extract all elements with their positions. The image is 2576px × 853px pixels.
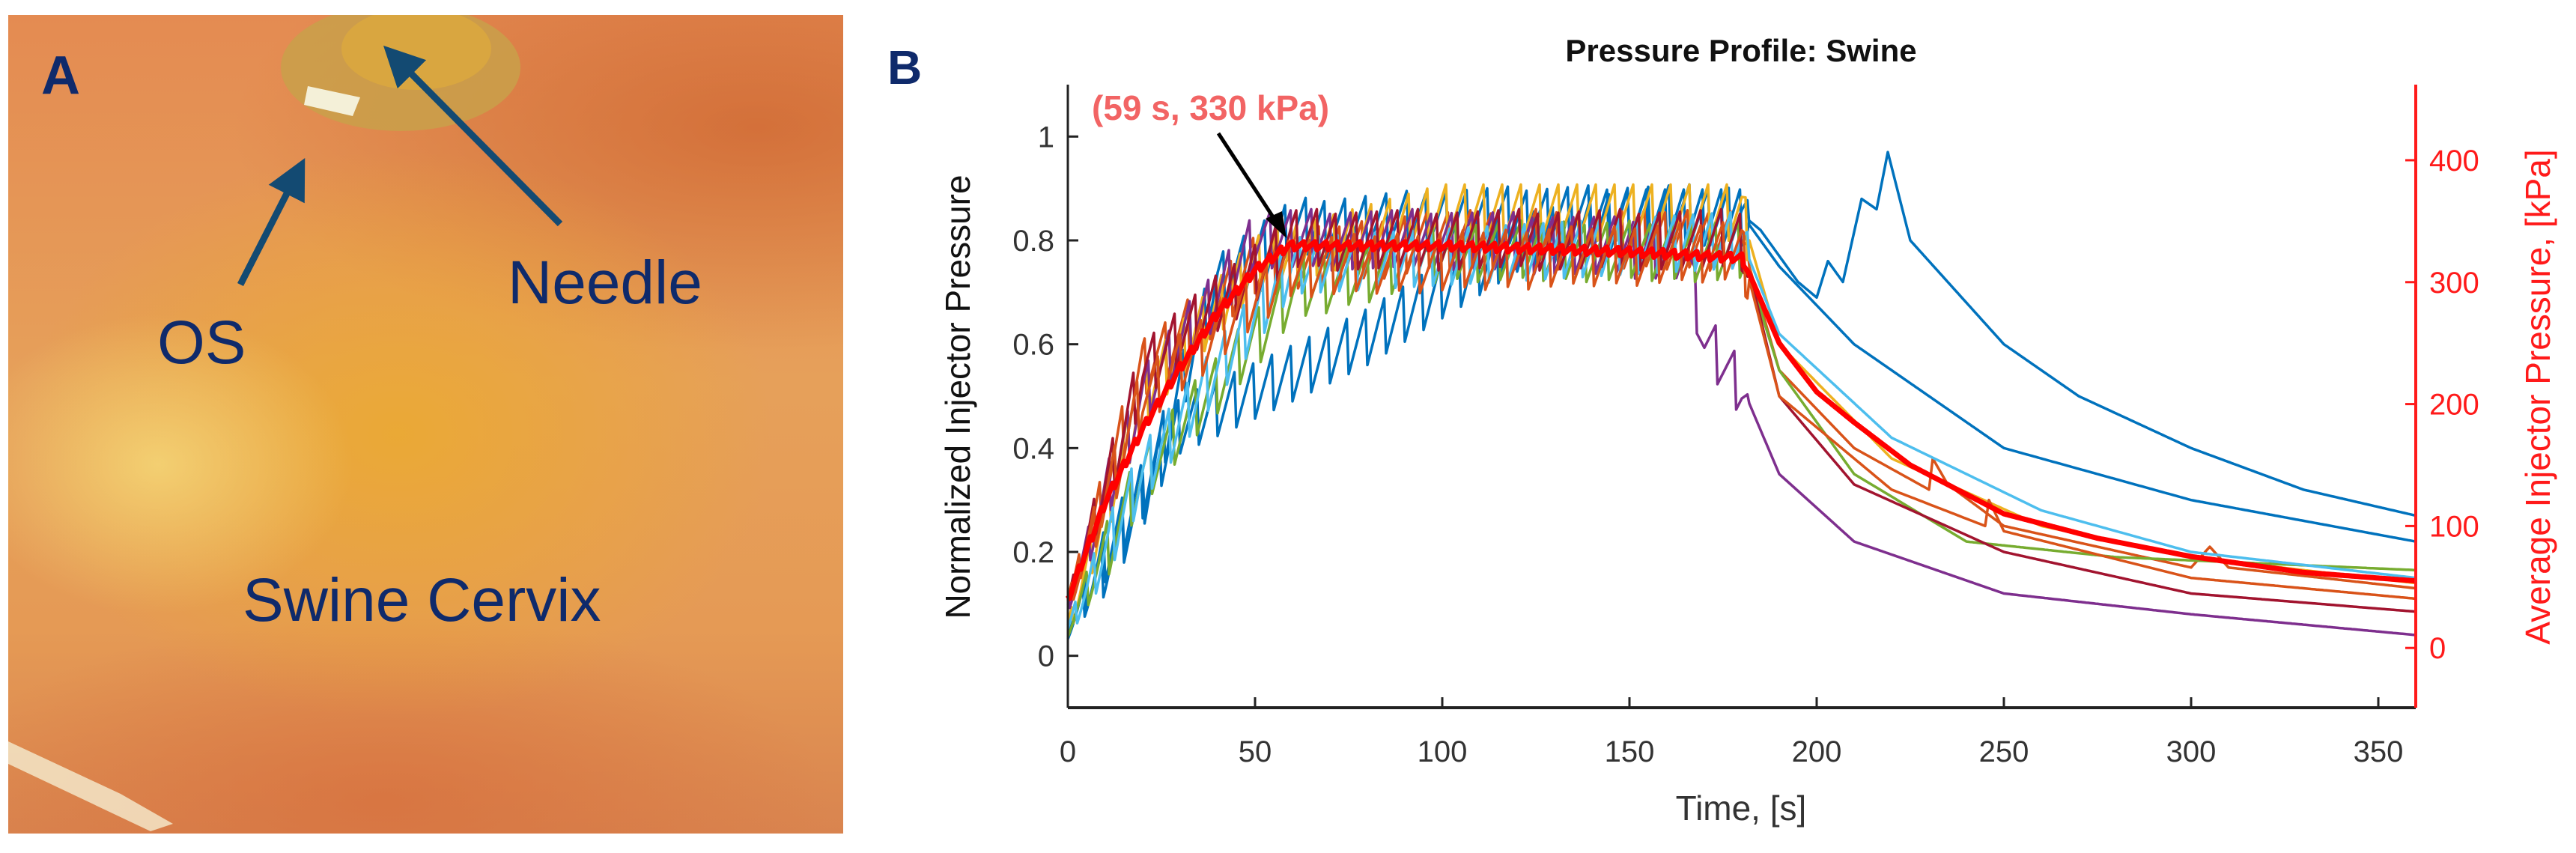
- y-right-tick-label: 100: [2429, 510, 2479, 543]
- series-line-trial-9: [1066, 221, 2416, 601]
- y-right-tick-label: 300: [2429, 267, 2479, 300]
- y-tick-label: 0.4: [1012, 432, 1054, 465]
- x-tick-label: 200: [1792, 735, 1842, 768]
- chart-title: Pressure Profile: Swine: [1565, 33, 1916, 68]
- x-tick-label: 350: [2354, 735, 2404, 768]
- needle-highlight: [304, 86, 360, 116]
- swine-cervix-photo: A Needle OS Swine Cervix: [8, 15, 843, 834]
- needle-arrow: [383, 45, 563, 227]
- x-tick-label: 100: [1418, 735, 1468, 768]
- y-tick-label: 0.6: [1012, 329, 1054, 362]
- annotation-arrow: [1216, 132, 1283, 230]
- photo-overlay: A Needle OS Swine Cervix: [8, 15, 702, 831]
- y-tick-label: 1: [1038, 121, 1054, 154]
- x-axis-label: Time, [s]: [1676, 789, 1807, 828]
- y-tick-label: 0.8: [1012, 225, 1054, 258]
- panel-a-letter: A: [41, 46, 80, 106]
- os-label: OS: [157, 309, 246, 377]
- y-right-tick-label: 0: [2429, 632, 2446, 665]
- series-line-trial-8: [1066, 207, 2416, 613]
- annotation-arrowhead: [1266, 211, 1287, 238]
- os-arrow: [237, 157, 306, 287]
- x-tick-label: 250: [1979, 735, 2029, 768]
- series-group: [1065, 151, 2416, 640]
- series-line-trial-6: [1066, 219, 2416, 638]
- y-tick-label: 0.2: [1012, 536, 1054, 569]
- x-tick-label: 150: [1605, 735, 1655, 768]
- tissue-glare: [8, 741, 173, 831]
- y-axis-label: Normalized Injector Pressure: [938, 174, 977, 619]
- needle-label: Needle: [508, 249, 702, 317]
- annotation-label: (59 s, 330 kPa): [1092, 88, 1329, 127]
- y-axis-right-label: Average Injector Pressure, [kPa]: [2518, 149, 2557, 644]
- panel-b-letter: B: [887, 40, 922, 94]
- x-tick-label: 0: [1060, 735, 1076, 768]
- y-right-tick-label: 400: [2429, 145, 2479, 177]
- series-line-average: [1065, 239, 2416, 601]
- x-tick-label: 300: [2166, 735, 2217, 768]
- axes-group: 0 50 100 150 200 250 300 350 0 0.2 0.4 0.6 0.8 1 0 100 2…: [1012, 85, 2479, 768]
- y-tick-label: 0: [1038, 640, 1054, 673]
- y-right-tick-label: 200: [2429, 389, 2479, 422]
- x-tick-label: 50: [1239, 735, 1272, 768]
- swine-cervix-label: Swine Cervix: [243, 566, 601, 634]
